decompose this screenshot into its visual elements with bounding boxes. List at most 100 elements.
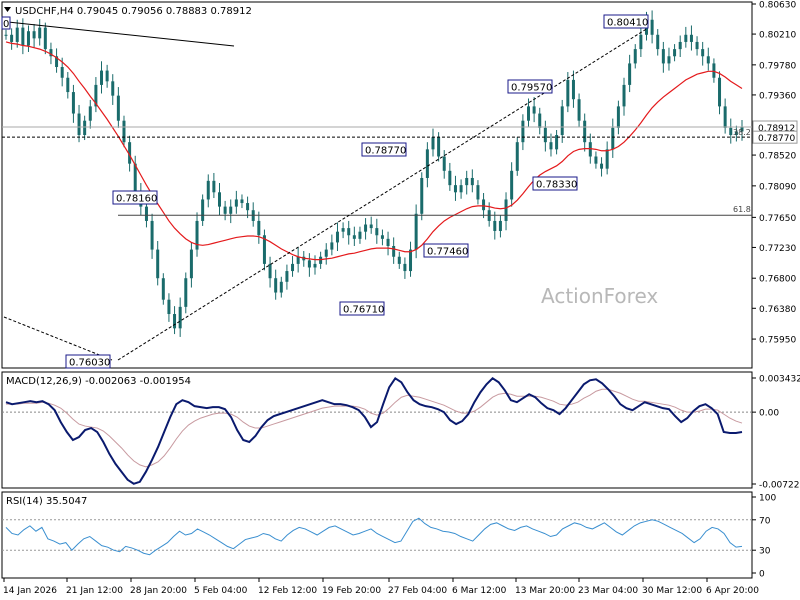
candle-body [32,31,36,39]
price-annotation-label: 0.76030 [69,358,110,369]
candle-body [26,31,30,46]
candle-body [116,95,120,121]
price-tick-label: 0.79360 [759,91,796,101]
candle-body [527,106,531,121]
candle-body [442,156,446,171]
candle-body [184,278,188,307]
candle-body [605,149,609,169]
candle-body [38,27,42,39]
candle-body [60,67,64,78]
rsi-tick-label: 100 [759,494,776,504]
macd-panel-border [1,371,753,489]
time-tick-label: 14 Jan 2026 [3,586,57,596]
support-price-tag-box [752,130,798,144]
candle-body [66,77,70,93]
price-annotation-box [361,142,407,157]
price-annotation-label: 0.78330 [536,180,577,191]
candle-body [100,70,104,85]
candle-body [571,79,575,100]
candle-body [4,34,8,36]
price-candles [4,10,744,337]
price-tick-label: 0.80630 [759,1,796,11]
candle-body [274,278,278,293]
candle-body [482,199,486,211]
candle-body [335,231,339,243]
candle-body [633,49,637,64]
macd-signal-line [6,388,743,468]
candle-body [223,206,227,214]
candle-body [55,56,59,68]
candle-body [296,256,300,264]
time-tick-label: 5 Feb 04:00 [194,586,248,596]
time-tick-label: 19 Feb 20:00 [322,586,381,596]
price-annotation-box [423,243,469,258]
rsi-line [5,517,743,556]
candle-body [504,199,508,221]
candle-body [622,84,626,107]
price-tick-label: 0.75950 [759,336,796,346]
candle-body [167,299,171,315]
candle-body [521,120,525,143]
price-annotation-label: 0.79570 [511,83,552,94]
price-tick-label: 0.76800 [759,275,796,285]
price-tick-label: 0.78090 [759,182,796,192]
candle-body [150,220,154,250]
rsi-tick-label: 70 [759,516,771,526]
price-tick-label: 0.77650 [759,214,796,224]
candle-body [122,120,126,143]
candle-body [420,177,424,214]
candle-body [515,142,519,171]
fib-61-8-label: 61.8 [733,205,751,214]
candle-body [465,177,469,186]
candle-body [10,34,14,42]
candle-body [206,180,210,200]
candle-body [555,135,559,150]
candle-body [397,256,401,264]
price-annotation-label: 0.78770 [365,146,406,157]
price-annotation-box [532,176,578,191]
candle-body [128,142,132,164]
candle-body [549,142,553,150]
candle-body [594,156,598,164]
macd-tick-label: -0.007223 [759,481,800,491]
rsi-panel-border [1,491,753,579]
candle-body [178,306,182,329]
rsi-panel: 100 70 30 0 RSI(14) 35.5047 [1,491,776,580]
candle-body [201,199,205,221]
price-tick-label: 0.78520 [759,152,796,162]
time-tick-label: 12 Feb 12:00 [258,586,317,596]
chart-header: USDCHF,H4 0.79045 0.79056 0.78883 0.7891… [1,6,252,30]
price-tick-label: 0.80210 [759,31,796,41]
price-panel-border [1,1,753,369]
candle-body [217,192,221,207]
candle-body [588,142,592,157]
candle-body [532,106,536,114]
candle-body [392,246,396,257]
macd-panel: 0.003432 0.00 -0.007223 MACD(12,26,9) -0.0… [1,371,800,491]
candle-body [723,106,727,128]
candle-body [195,220,199,250]
candle-body [684,34,688,42]
price-annotation-label: 0.76710 [343,305,384,316]
dropdown-triangle-icon[interactable] [4,7,11,12]
rsi-tick-label: 30 [759,547,771,557]
candle-body [616,106,620,128]
candle-body [611,127,615,150]
rsi-tick-label: 0 [759,570,765,580]
candle-body [414,213,418,250]
price-annotation-label: 0.78160 [116,194,157,205]
price-annotation-box [507,79,553,94]
candle-body [650,19,654,35]
macd-tick-label: 0.00 [759,409,779,419]
support-price-tag-label: 0.78770 [758,134,795,144]
macd-tick-label: 0.003432 [759,375,800,385]
macd-y-axis: 0.003432 0.00 -0.007223 [2,375,800,491]
candle-body [212,180,216,193]
candle-body [173,314,177,329]
candle-body [656,34,660,50]
rising-channel-line [117,27,649,361]
candle-body [268,263,272,279]
candle-body [639,34,643,50]
candle-body [729,127,733,136]
